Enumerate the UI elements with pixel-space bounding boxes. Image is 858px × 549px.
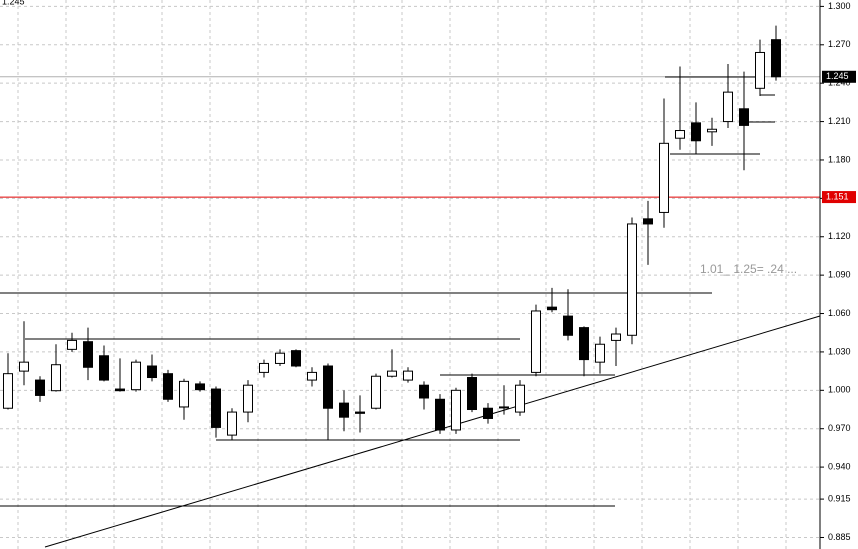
- grid: [0, 0, 820, 549]
- trend-line: [44, 315, 821, 548]
- candle-body: [579, 327, 589, 361]
- candle-body: [691, 122, 701, 142]
- candle-body: [483, 407, 493, 419]
- candle-body: [531, 310, 541, 373]
- corner-price: 1.245: [2, 0, 25, 6]
- y-tick-label: 1.270: [828, 39, 851, 49]
- y-tick-label: 0.885: [828, 532, 851, 542]
- y-tick-label: 1.000: [828, 385, 851, 395]
- candles: [3, 25, 781, 441]
- candle-body: [771, 39, 781, 78]
- candle-body: [563, 315, 573, 336]
- candle-body: [451, 389, 461, 431]
- candle-body: [739, 108, 749, 126]
- candle-body: [611, 333, 621, 341]
- candle-body: [179, 380, 189, 408]
- candle-body: [371, 375, 381, 409]
- candle-body: [627, 223, 637, 336]
- candle-body: [3, 373, 13, 409]
- y-tick-label: 1.090: [828, 270, 851, 280]
- candle-body: [435, 398, 445, 431]
- candle-body: [419, 384, 429, 399]
- y-tick-label: 0.915: [828, 493, 851, 503]
- y-tick-label: 1.120: [828, 231, 851, 241]
- candle-body: [227, 411, 237, 436]
- y-tick-label: 0.940: [828, 461, 851, 471]
- candle-body: [131, 361, 141, 391]
- candle-body: [275, 352, 285, 364]
- candle-body: [515, 384, 525, 413]
- last-price-label: 1.245: [826, 71, 849, 81]
- candle-body: [467, 377, 477, 411]
- candle-body: [547, 306, 557, 311]
- annotation: 1.01_ 1.25= .24 ...: [700, 262, 797, 276]
- candle-body: [339, 402, 349, 418]
- candle-body: [659, 142, 669, 213]
- candle-body: [499, 406, 509, 409]
- candle-body: [723, 91, 733, 123]
- candle-body: [403, 370, 413, 381]
- candle-body: [115, 388, 125, 392]
- candle-body: [323, 365, 333, 409]
- y-tick-label: 0.970: [828, 423, 851, 433]
- candle-body: [355, 411, 365, 414]
- candle-body: [211, 388, 221, 428]
- candle-body: [595, 343, 605, 363]
- drawn-lines: [0, 76, 821, 548]
- y-tick-label: 1.030: [828, 346, 851, 356]
- candle-body: [35, 379, 45, 396]
- candle-body: [67, 339, 77, 350]
- candle-body: [307, 371, 317, 381]
- candle-body: [291, 350, 301, 367]
- y-tick-label: 1.180: [828, 154, 851, 164]
- candle-body: [707, 128, 717, 133]
- candle-body: [99, 355, 109, 381]
- candle-body: [243, 384, 253, 413]
- candle-body: [83, 341, 93, 368]
- h-line-label: 1.151: [826, 191, 849, 201]
- y-tick-label: 1.210: [828, 116, 851, 126]
- y-tick-label: 1.060: [828, 308, 851, 318]
- h-line-label-box: [822, 191, 856, 204]
- y-tick-label: 1.300: [828, 1, 851, 11]
- candle-body: [755, 51, 765, 89]
- last-price-box: [822, 70, 856, 83]
- candle-body: [19, 361, 29, 372]
- candle-body: [259, 362, 269, 373]
- candle-body: [195, 383, 205, 391]
- candle-body: [51, 364, 61, 392]
- candle-body: [163, 373, 173, 400]
- candle-body: [147, 365, 157, 379]
- candle-body: [675, 130, 685, 139]
- candle-body: [643, 218, 653, 225]
- candle-body: [387, 370, 397, 377]
